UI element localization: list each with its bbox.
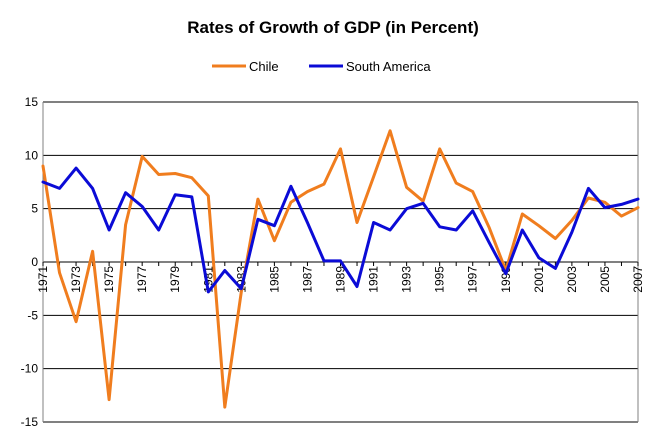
y-tick-label: 15 <box>25 95 39 109</box>
y-tick-label: -5 <box>27 308 38 322</box>
x-tick-label: 1987 <box>300 266 314 293</box>
series-line-chile <box>41 129 640 409</box>
x-tick-label: 1995 <box>433 266 447 293</box>
series-line-south-america <box>41 166 640 294</box>
x-tick-label: 1971 <box>36 266 50 293</box>
x-tick-label: 1975 <box>102 266 116 293</box>
x-tick-label: 1973 <box>69 266 83 293</box>
y-tick-label: -10 <box>21 362 39 376</box>
x-tick-label: 1991 <box>367 266 381 293</box>
chart-title: Rates of Growth of GDP (in Percent) <box>187 18 479 37</box>
x-tick-label: 1979 <box>168 266 182 293</box>
legend: Chile South America <box>212 59 431 74</box>
legend-label-south-america: South America <box>346 59 431 74</box>
x-tick-label: 1977 <box>135 266 149 293</box>
x-tick-label: 2003 <box>565 266 579 293</box>
y-tick-label: 10 <box>25 148 39 162</box>
x-tick-label: 2007 <box>631 266 645 293</box>
x-tick-label: 2001 <box>532 266 546 293</box>
legend-label-chile: Chile <box>249 59 279 74</box>
x-tick-label: 1989 <box>334 266 348 293</box>
x-tick-label: 1993 <box>400 266 414 293</box>
x-tick-label: 2005 <box>598 266 612 293</box>
y-tick-label: -15 <box>21 415 39 429</box>
x-tick-label: 1985 <box>267 266 281 293</box>
x-tick-label: 1997 <box>466 266 480 293</box>
x-tick-label: 1999 <box>499 266 513 293</box>
y-tick-label: 0 <box>31 255 38 269</box>
y-tick-label: 5 <box>31 202 38 216</box>
